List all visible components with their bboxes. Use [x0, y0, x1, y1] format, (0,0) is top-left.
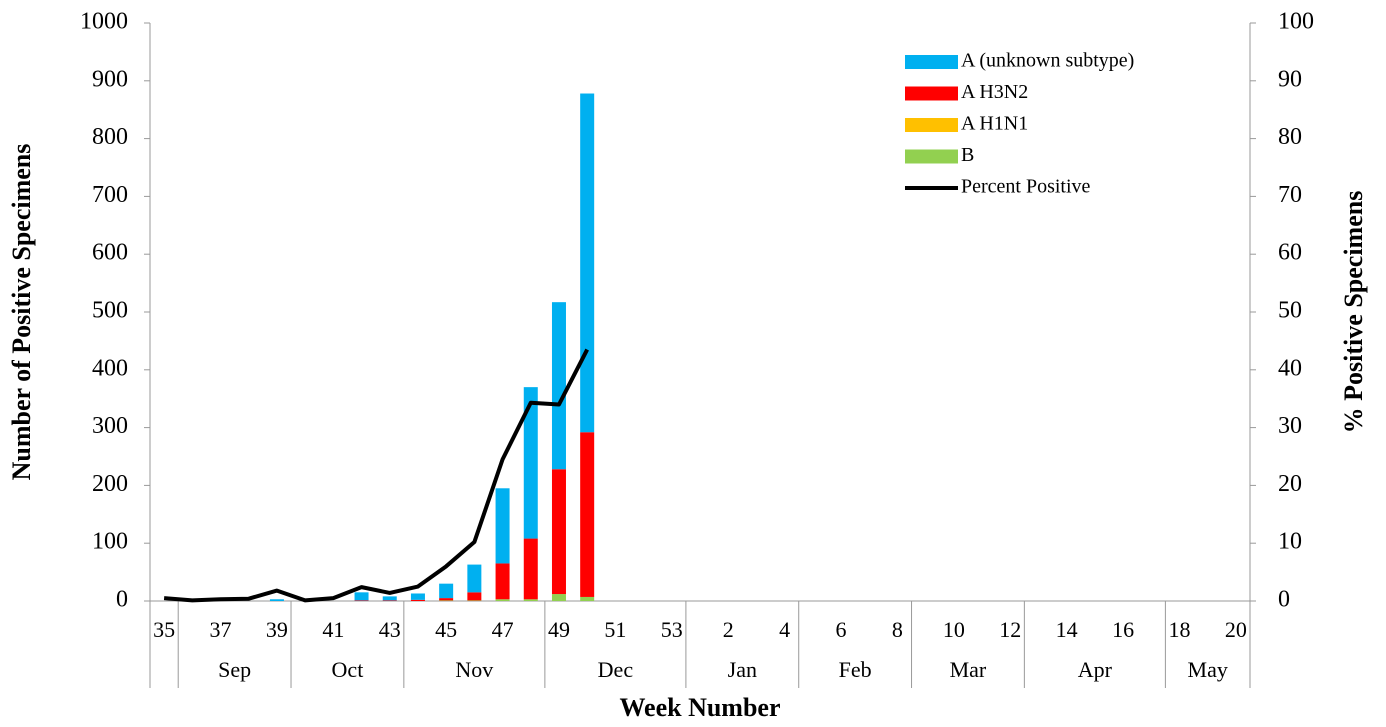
bar — [467, 600, 482, 601]
y-tick-label: 300 — [92, 413, 128, 439]
bar — [382, 596, 397, 601]
x-tick-label: 14 — [1056, 617, 1078, 642]
line — [163, 348, 589, 603]
month-label: Mar — [950, 657, 987, 682]
bar — [269, 599, 284, 601]
y2-tick-label: 100 — [1278, 9, 1314, 35]
y2-tick-label: 60 — [1278, 240, 1302, 266]
x-tick-label: 37 — [210, 617, 232, 642]
month-label: Sep — [218, 657, 251, 682]
bar — [580, 432, 595, 597]
y2-tick-label: 30 — [1278, 413, 1302, 439]
y-tick-label: 800 — [92, 124, 128, 150]
y2-tick-label: 40 — [1278, 355, 1302, 381]
legend-swatch — [905, 55, 958, 69]
y-tick-label: 600 — [92, 240, 128, 266]
bar — [495, 599, 510, 601]
bar — [523, 599, 538, 601]
bar — [467, 592, 482, 601]
bar — [580, 93, 595, 433]
month-label: May — [1188, 657, 1228, 682]
bar — [382, 600, 397, 601]
y2-tick-label: 50 — [1278, 298, 1302, 324]
x-tick-label: 45 — [435, 617, 457, 642]
bar — [410, 599, 425, 601]
bar — [439, 598, 454, 601]
x-tick-label: 51 — [604, 617, 626, 642]
y2-axis-title: % Positive Specimens — [1339, 191, 1368, 434]
month-label: Apr — [1078, 657, 1113, 682]
x-tick-label: 8 — [892, 617, 903, 642]
legend-swatch — [905, 118, 958, 132]
legend-label: B — [961, 144, 974, 166]
x-tick-label: 53 — [661, 617, 683, 642]
bar — [551, 469, 566, 595]
y2-tick-label: 70 — [1278, 182, 1302, 208]
month-label: Dec — [598, 657, 634, 682]
bar — [495, 563, 510, 600]
x-tick-label: 12 — [999, 617, 1021, 642]
x-tick-label: 18 — [1168, 617, 1190, 642]
x-tick-label: 20 — [1225, 617, 1247, 642]
y-axis-title: Number of Positive Specimens — [7, 144, 36, 481]
bar — [439, 600, 454, 601]
y-tick-label: 900 — [92, 66, 128, 92]
bar — [354, 600, 369, 601]
month-label: Feb — [839, 657, 872, 682]
bar — [523, 538, 538, 600]
y2-tick-label: 0 — [1278, 587, 1290, 613]
bar — [410, 593, 425, 600]
y2-tick-label: 20 — [1278, 471, 1302, 497]
legend-label: A H3N2 — [961, 81, 1028, 103]
x-tick-label: 49 — [548, 617, 570, 642]
legend-label: A H1N1 — [961, 113, 1028, 135]
y2-tick-label: 80 — [1278, 124, 1302, 150]
x-tick-label: 4 — [779, 617, 790, 642]
legend-label: A (unknown subtype) — [961, 50, 1134, 72]
month-label: Nov — [455, 657, 493, 682]
x-tick-label: 2 — [723, 617, 734, 642]
x-tick-label: 6 — [836, 617, 847, 642]
bar — [495, 488, 510, 564]
x-tick-label: 47 — [492, 617, 514, 642]
x-tick-label: 41 — [322, 617, 344, 642]
month-label: Jan — [728, 657, 757, 682]
bar — [467, 564, 482, 593]
x-tick-label: 10 — [943, 617, 965, 642]
y2-tick-label: 90 — [1278, 66, 1302, 92]
y2-tick-label: 10 — [1278, 529, 1302, 555]
y-tick-label: 700 — [92, 182, 128, 208]
bar — [523, 387, 538, 539]
bar — [439, 583, 454, 599]
x-tick-label: 39 — [266, 617, 288, 642]
y-tick-label: 100 — [92, 529, 128, 555]
y-tick-label: 400 — [92, 355, 128, 381]
legend-swatch — [905, 86, 958, 101]
x-tick-label: 16 — [1112, 617, 1134, 642]
bar — [354, 592, 369, 601]
x-tick-label: 43 — [379, 617, 401, 642]
legend-label: Percent Positive — [961, 176, 1091, 198]
bar — [580, 596, 595, 601]
legend-swatch — [905, 149, 958, 164]
bar — [551, 594, 566, 601]
bar — [551, 302, 566, 470]
y-tick-label: 200 — [92, 471, 128, 497]
y-tick-label: 500 — [92, 298, 128, 324]
y-tick-label: 0 — [116, 587, 128, 613]
month-label: Oct — [332, 657, 364, 682]
x-axis-title: Week Number — [619, 693, 780, 722]
y-tick-label: 1000 — [80, 9, 128, 35]
x-tick-label: 35 — [153, 617, 175, 642]
